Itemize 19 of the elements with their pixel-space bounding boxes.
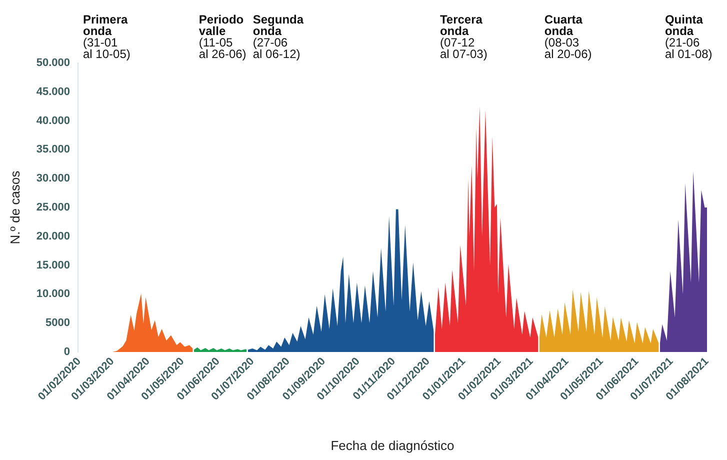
text: Tercera onda (07-12 al 07-03)	[440, 12, 488, 61]
text: Periodo valle (11-05 al 26-06)	[198, 12, 246, 61]
text: Quinta onda (21-06 al 01-08)	[664, 12, 712, 61]
y-tick-label: 25.000	[36, 202, 70, 214]
y-tick-label: 40.000	[36, 114, 70, 127]
y-tick-label: 5000	[46, 317, 70, 330]
y-tick-label: 10.000	[36, 288, 70, 300]
y-tick-label: 35.000	[36, 144, 70, 156]
y-axis-title: N.º de casos	[7, 170, 22, 244]
y-tick-label: 15.000	[36, 259, 70, 272]
text: Segunda onda (27-06 al 06-12)	[252, 12, 304, 61]
y-tick-label: 20.000	[36, 230, 70, 242]
y-tick-label: 45.000	[36, 86, 70, 98]
text: Cuarta onda (08-03 al 20-06)	[544, 12, 592, 61]
text: Primera onda (31-01 al 10-05)	[83, 12, 130, 61]
y-tick-label: 0	[64, 346, 70, 358]
x-axis-title: Fecha de diagnóstico	[330, 438, 454, 453]
y-tick-label: 50.000	[36, 57, 70, 70]
y-tick-label: 30.000	[36, 172, 70, 185]
